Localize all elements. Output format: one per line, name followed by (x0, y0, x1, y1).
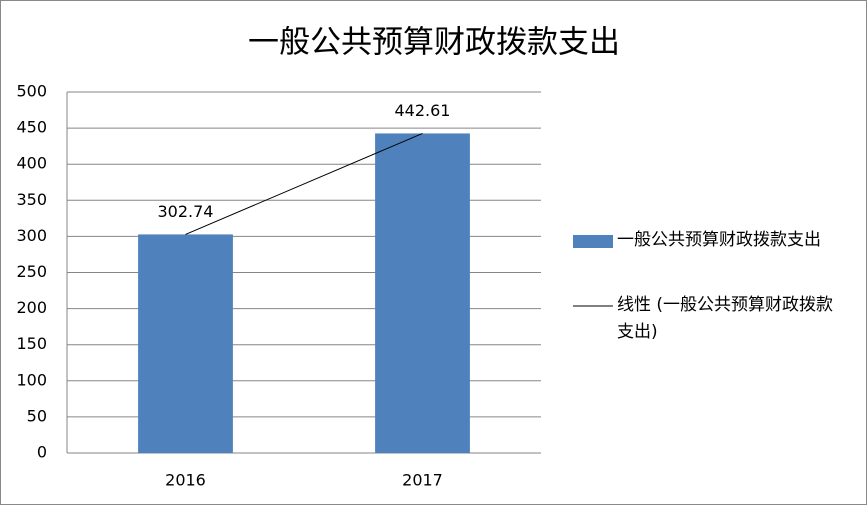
data-label: 302.74 (158, 202, 214, 221)
y-tick-label: 100 (16, 370, 47, 389)
y-tick-label: 0 (37, 443, 47, 462)
bar (138, 234, 233, 453)
y-tick-label: 350 (16, 190, 47, 209)
y-tick-label: 500 (16, 82, 47, 101)
x-tick-label: 2016 (165, 471, 206, 490)
y-tick-label: 400 (16, 154, 47, 173)
bar (375, 133, 470, 453)
legend-swatch (573, 235, 613, 248)
y-tick-label: 300 (16, 226, 47, 245)
y-tick-label: 450 (16, 118, 47, 137)
y-tick-label: 200 (16, 298, 47, 317)
chart-title: 一般公共预算财政拨款支出 (248, 25, 620, 61)
legend-label: 线性 (一般公共预算财政拨款支出) (617, 295, 834, 342)
y-tick-label: 150 (16, 334, 47, 353)
y-tick-label: 50 (27, 406, 47, 425)
data-label: 442.61 (395, 101, 451, 120)
legend-label: 一般公共预算财政拨款支出 (617, 230, 821, 250)
y-tick-label: 250 (16, 262, 47, 281)
x-tick-label: 2017 (402, 471, 443, 490)
trendline (185, 132, 423, 235)
